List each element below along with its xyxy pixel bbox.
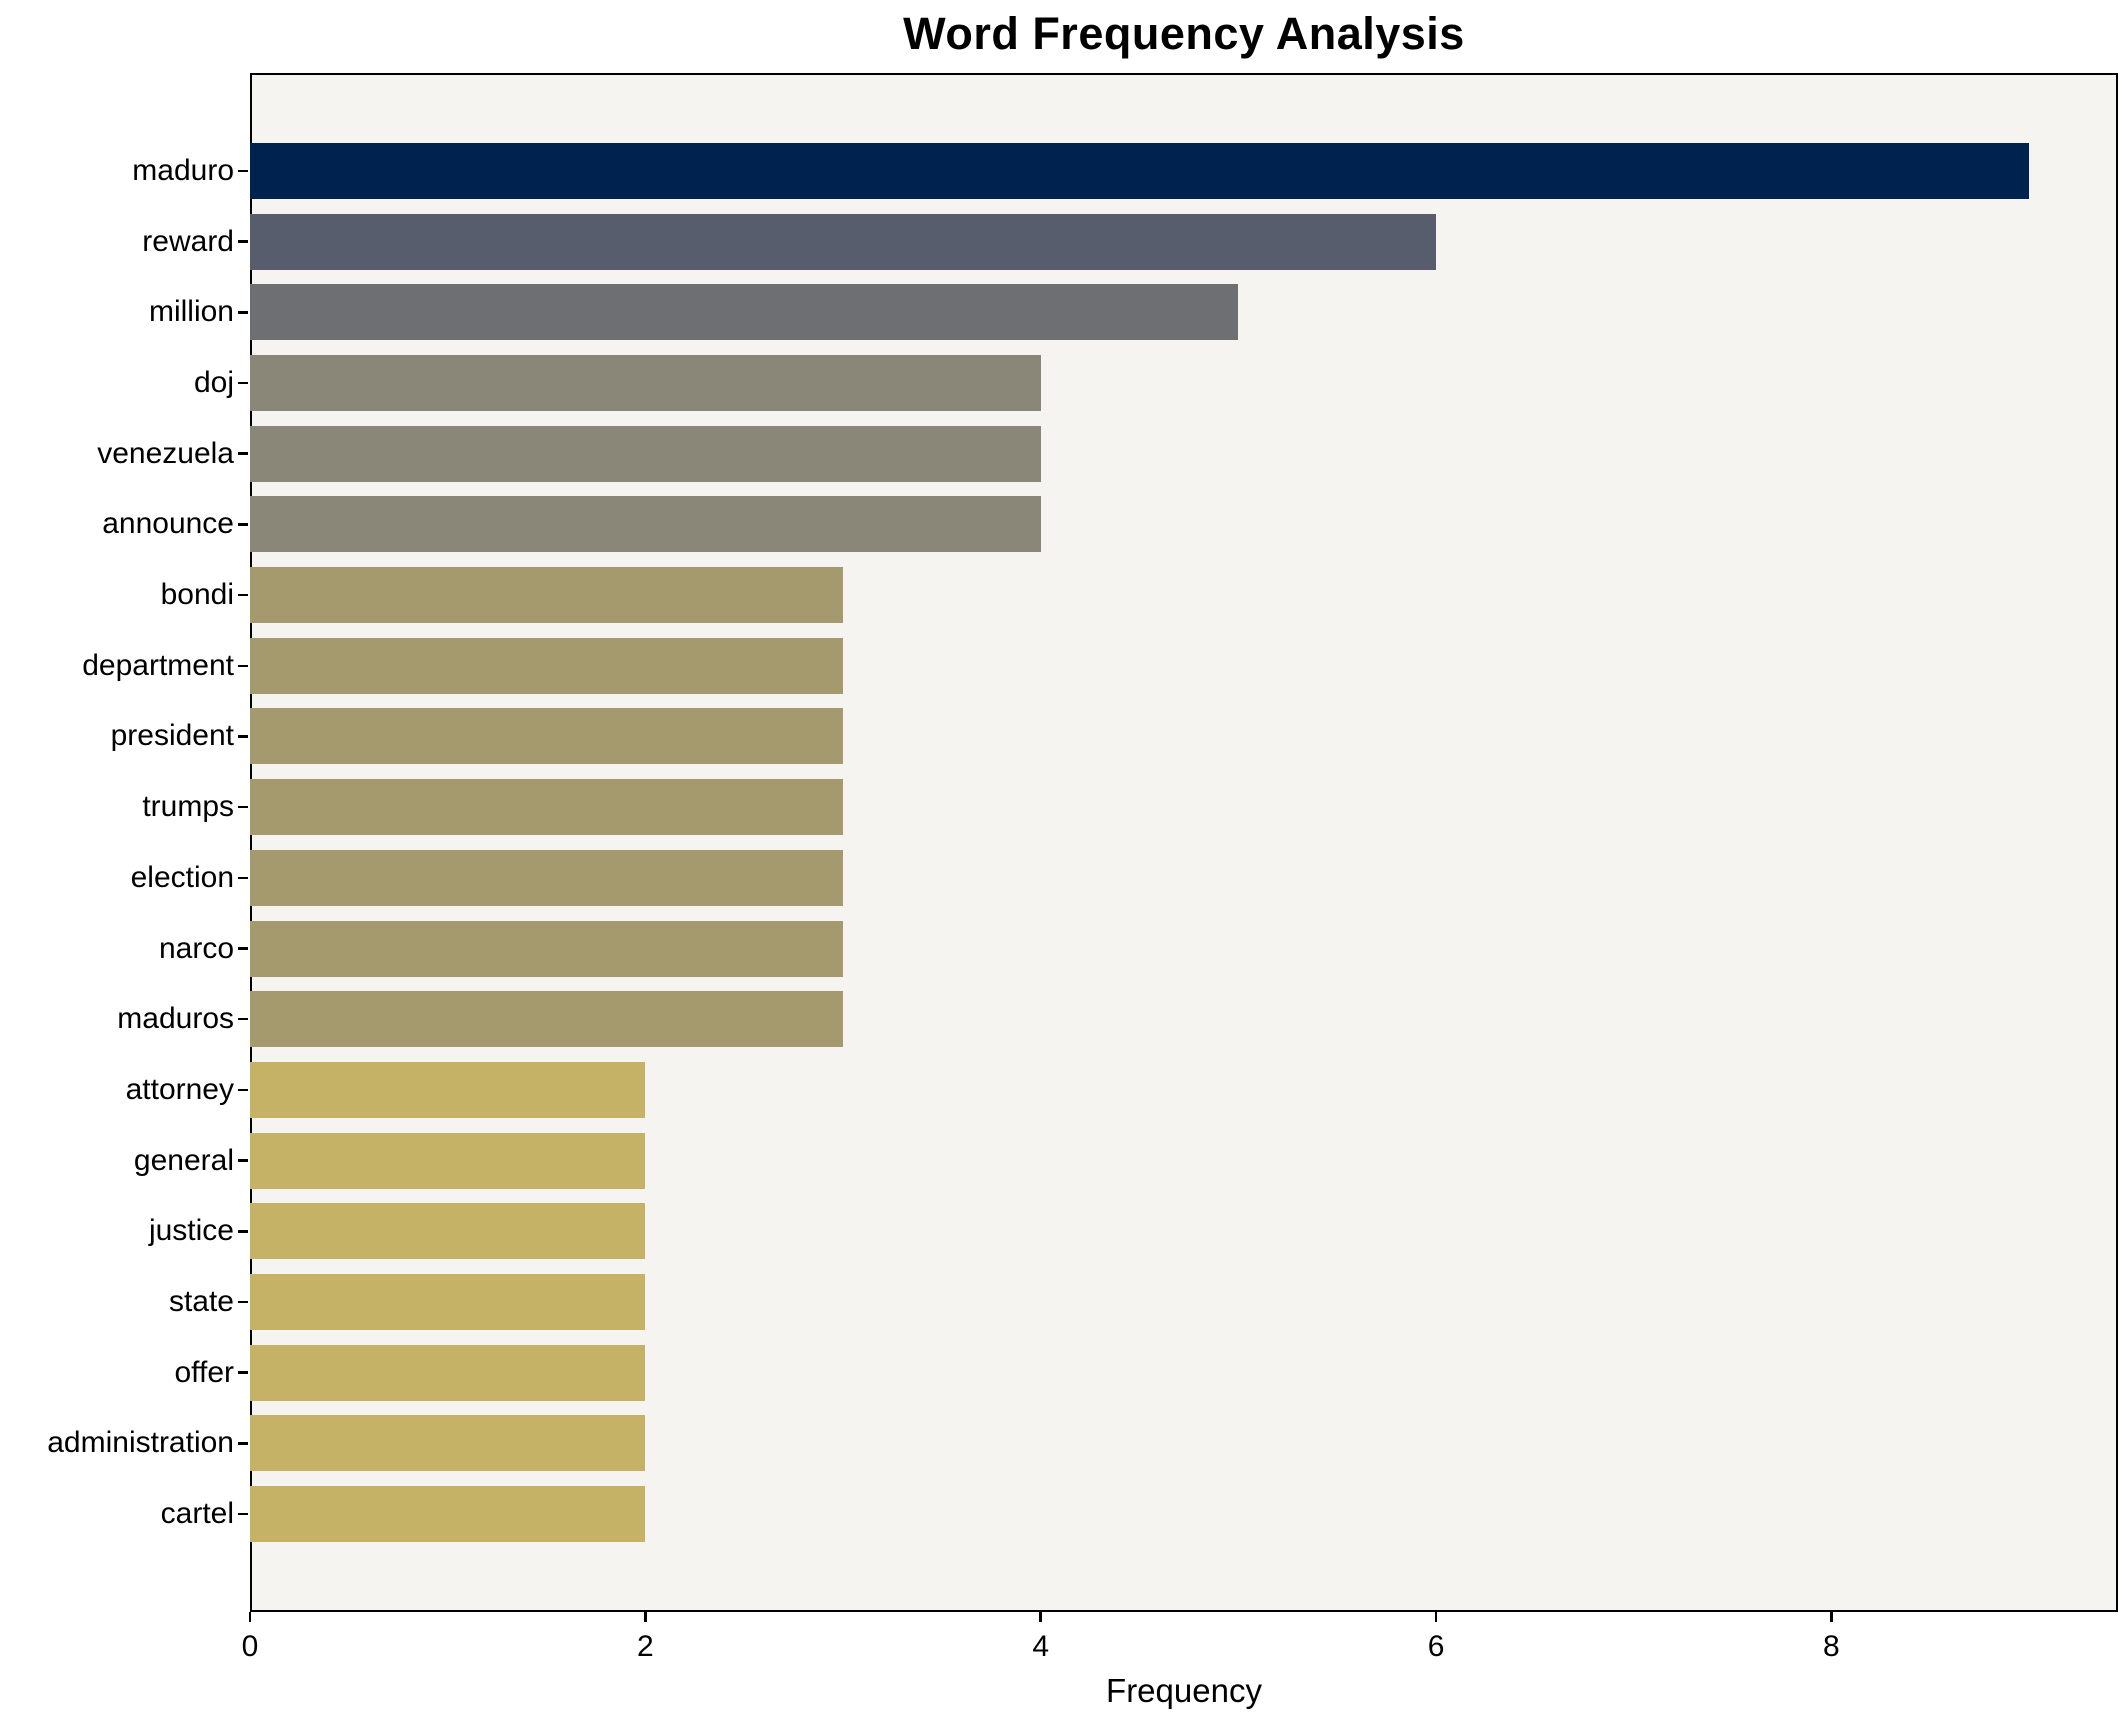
frequency-bar bbox=[250, 143, 2030, 199]
y-tick-mark bbox=[238, 1088, 248, 1092]
y-tick-label: maduros bbox=[117, 1002, 234, 1036]
y-tick-mark bbox=[238, 1017, 248, 1021]
y-tick-label: reward bbox=[142, 224, 234, 258]
y-tick-mark bbox=[238, 735, 248, 738]
y-tick-mark bbox=[238, 876, 248, 880]
frequency-bar bbox=[250, 849, 844, 906]
frequency-bar bbox=[250, 1415, 646, 1472]
y-tick-label: million bbox=[148, 295, 234, 329]
y-tick-mark bbox=[238, 664, 248, 668]
y-tick-label: attorney bbox=[125, 1072, 234, 1106]
x-tick-mark bbox=[644, 1612, 647, 1622]
frequency-bar bbox=[250, 1132, 646, 1189]
x-tick-mark bbox=[248, 1612, 252, 1622]
y-tick-mark bbox=[238, 311, 248, 314]
y-tick-label: announce bbox=[102, 507, 234, 541]
frequency-bar bbox=[250, 567, 844, 624]
y-tick-label: department bbox=[82, 648, 234, 682]
y-tick-mark bbox=[238, 452, 248, 455]
y-tick-mark bbox=[238, 1512, 248, 1516]
x-axis-label: Frequency bbox=[1106, 1672, 1262, 1709]
y-tick-label: state bbox=[168, 1284, 234, 1318]
frequency-bar bbox=[250, 708, 844, 765]
y-tick-label: cartel bbox=[160, 1497, 234, 1530]
frequency-bar bbox=[250, 1344, 646, 1401]
y-tick-label: bondi bbox=[160, 578, 234, 612]
y-tick-label: general bbox=[133, 1143, 234, 1177]
y-tick-mark bbox=[238, 381, 248, 385]
x-tick-mark bbox=[1039, 1612, 1042, 1622]
frequency-bar bbox=[250, 1486, 646, 1542]
x-tick-mark bbox=[1434, 1612, 1438, 1622]
y-tick-mark bbox=[238, 1159, 248, 1162]
frequency-bar bbox=[250, 355, 1041, 412]
frequency-bar bbox=[250, 213, 1437, 270]
y-tick-label: venezuela bbox=[97, 436, 234, 470]
chart-title: Word Frequency Analysis bbox=[903, 8, 1465, 59]
frequency-bar bbox=[250, 1203, 646, 1260]
frequency-bar bbox=[250, 991, 844, 1048]
frequency-bar bbox=[250, 920, 844, 977]
y-tick-mark bbox=[238, 947, 248, 950]
y-tick-mark bbox=[238, 1371, 248, 1374]
y-tick-label: election bbox=[130, 860, 234, 894]
x-tick-label: 0 bbox=[241, 1630, 259, 1663]
frequency-bar bbox=[250, 425, 1041, 482]
x-tick-label: 6 bbox=[1427, 1630, 1445, 1663]
frequency-bar bbox=[250, 779, 844, 836]
x-tick-label: 4 bbox=[1032, 1630, 1050, 1663]
y-tick-label: president bbox=[110, 719, 234, 753]
y-tick-label: narco bbox=[158, 931, 234, 965]
frequency-bar bbox=[250, 1061, 646, 1118]
y-tick-label: trumps bbox=[142, 790, 234, 824]
y-tick-mark bbox=[238, 169, 248, 173]
frequency-bar bbox=[250, 284, 1239, 341]
y-tick-label: maduro bbox=[132, 154, 234, 187]
frequency-bar bbox=[250, 1273, 646, 1330]
y-tick-label: offer bbox=[174, 1355, 235, 1389]
y-tick-mark bbox=[238, 523, 248, 526]
y-tick-label: justice bbox=[148, 1214, 234, 1248]
y-tick-label: doj bbox=[193, 366, 234, 400]
frequency-bar bbox=[250, 637, 844, 694]
y-tick-mark bbox=[238, 240, 248, 243]
x-tick-mark bbox=[1830, 1612, 1833, 1622]
x-tick-label: 2 bbox=[637, 1630, 654, 1663]
frequency-bar bbox=[250, 496, 1041, 553]
y-tick-mark bbox=[238, 805, 248, 809]
y-tick-mark bbox=[238, 1300, 248, 1304]
y-tick-label: administration bbox=[47, 1426, 234, 1460]
y-tick-mark bbox=[238, 1442, 248, 1445]
y-tick-mark bbox=[238, 593, 248, 597]
y-tick-mark bbox=[238, 1230, 248, 1233]
x-tick-label: 8 bbox=[1823, 1630, 1840, 1663]
